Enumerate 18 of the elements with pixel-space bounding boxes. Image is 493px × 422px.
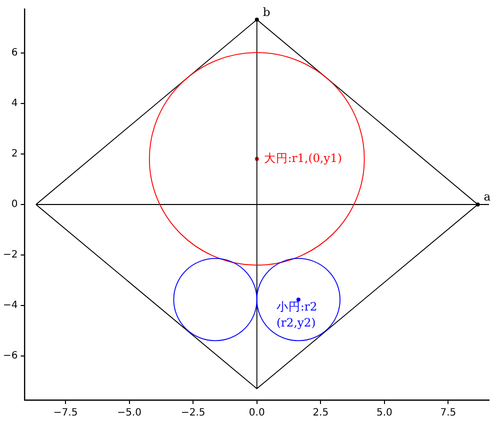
annotation: 小円:r2 (r2,y2)	[276, 299, 318, 330]
y-tick-label: −4	[2, 300, 18, 311]
annotation: a	[484, 190, 491, 204]
annotation: 大円:r1,(0,y1)	[264, 150, 342, 165]
x-tick-label: −2.5	[180, 408, 206, 419]
y-tick-label: −2	[2, 250, 18, 261]
x-tick-label: −7.5	[53, 408, 78, 419]
y-tick-label: 4	[11, 98, 18, 110]
y-tick-label: 6	[11, 48, 18, 59]
x-tick-label: 7.5	[440, 408, 456, 419]
x-tick-label: −5.0	[117, 408, 142, 419]
x-tick-label: 5.0	[376, 408, 392, 419]
y-tick-label: −6	[2, 350, 18, 362]
x-tick-label: 0.0	[248, 408, 265, 419]
y-tick-label: 2	[11, 148, 18, 160]
x-tick-label: 2.5	[312, 408, 329, 419]
annotation: b	[262, 4, 270, 19]
y-tick-label: 0	[11, 199, 18, 210]
